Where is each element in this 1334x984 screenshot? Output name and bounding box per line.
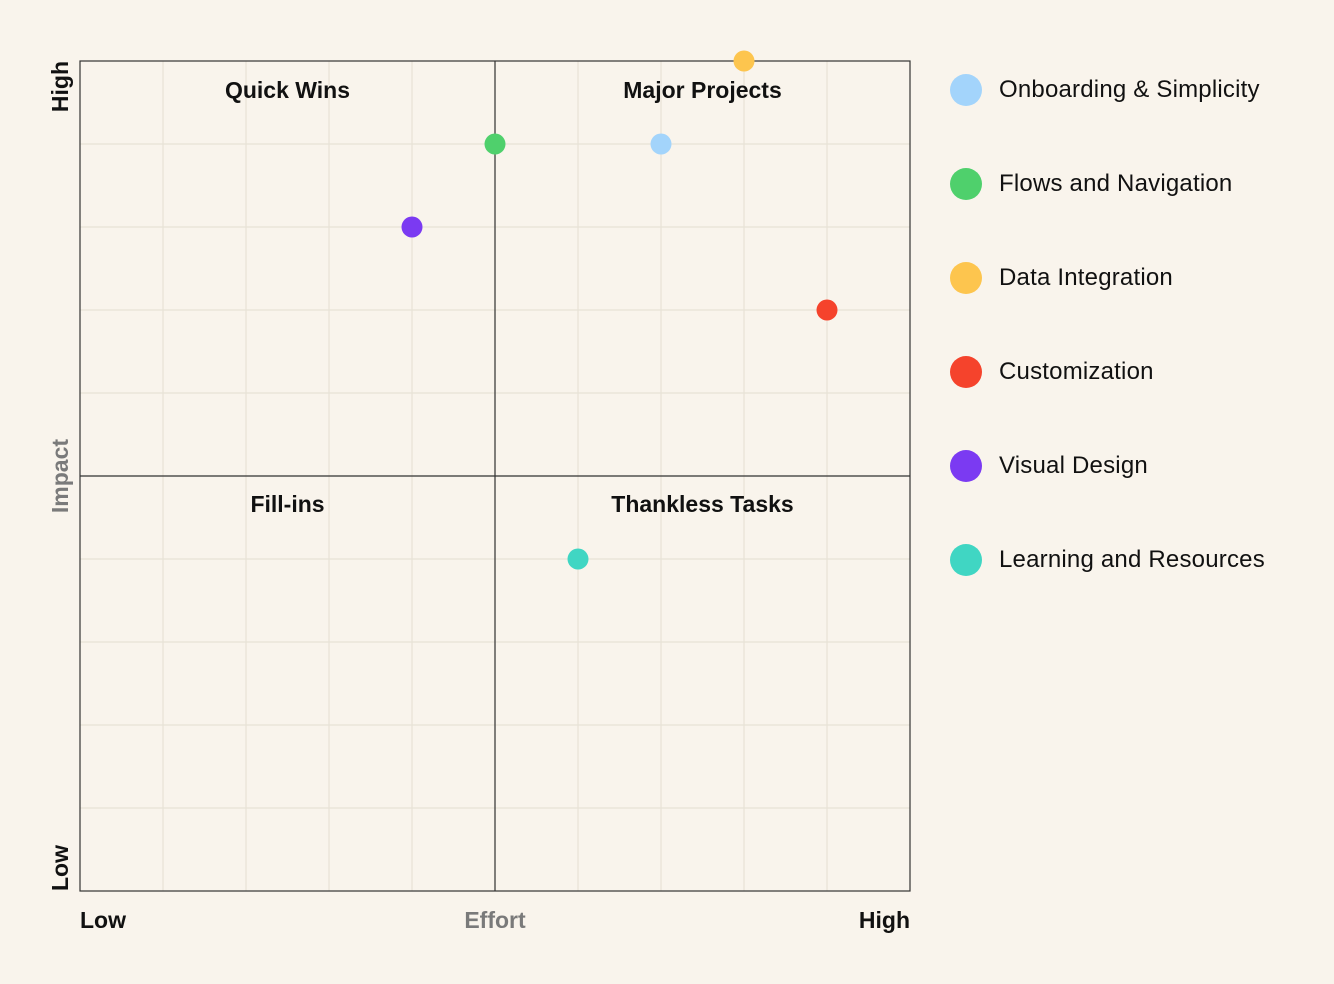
legend-label: Visual Design xyxy=(999,452,1148,479)
legend-label: Learning and Resources xyxy=(999,546,1265,573)
y-axis-low-label: Low xyxy=(47,845,73,891)
data-point-flows-and-navigation xyxy=(484,133,506,155)
legend-swatch xyxy=(950,544,982,576)
legend-item-data-integration: Data Integration xyxy=(950,262,1265,294)
data-points xyxy=(401,50,838,570)
legend-item-learning-resources: Learning and Resources xyxy=(950,544,1265,576)
legend-swatch xyxy=(950,450,982,482)
data-point-data-integration xyxy=(733,50,755,72)
quadrant-label-fill-ins: Fill-ins xyxy=(250,491,324,517)
quadrant-label-major-projects: Major Projects xyxy=(623,77,782,103)
legend-label: Flows and Navigation xyxy=(999,170,1233,197)
legend-item-onboarding-simplicity: Onboarding & Simplicity xyxy=(950,74,1265,106)
x-axis-low-label: Low xyxy=(80,907,126,933)
y-axis-title: Impact xyxy=(47,439,73,513)
legend-swatch xyxy=(950,74,982,106)
y-axis-high-label: High xyxy=(47,61,73,112)
legend-swatch xyxy=(950,262,982,294)
quadrant-label-thankless-tasks: Thankless Tasks xyxy=(611,491,793,517)
data-point-learning-and-resources xyxy=(567,548,589,570)
legend-swatch xyxy=(950,356,982,388)
legend: Onboarding & Simplicity Flows and Naviga… xyxy=(950,74,1265,576)
legend-item-customization: Customization xyxy=(950,356,1265,388)
data-point-onboarding-simplicity xyxy=(650,133,672,155)
data-point-customization xyxy=(816,299,838,321)
legend-item-flows-navigation: Flows and Navigation xyxy=(950,168,1265,200)
legend-item-visual-design: Visual Design xyxy=(950,450,1265,482)
legend-label: Customization xyxy=(999,358,1154,385)
data-point-visual-design xyxy=(401,216,423,238)
legend-swatch xyxy=(950,168,982,200)
x-axis-high-label: High xyxy=(859,907,910,933)
legend-label: Data Integration xyxy=(999,264,1173,291)
legend-label: Onboarding & Simplicity xyxy=(999,76,1260,103)
x-axis-title: Effort xyxy=(464,907,526,933)
quadrant-label-quick-wins: Quick Wins xyxy=(225,77,350,103)
